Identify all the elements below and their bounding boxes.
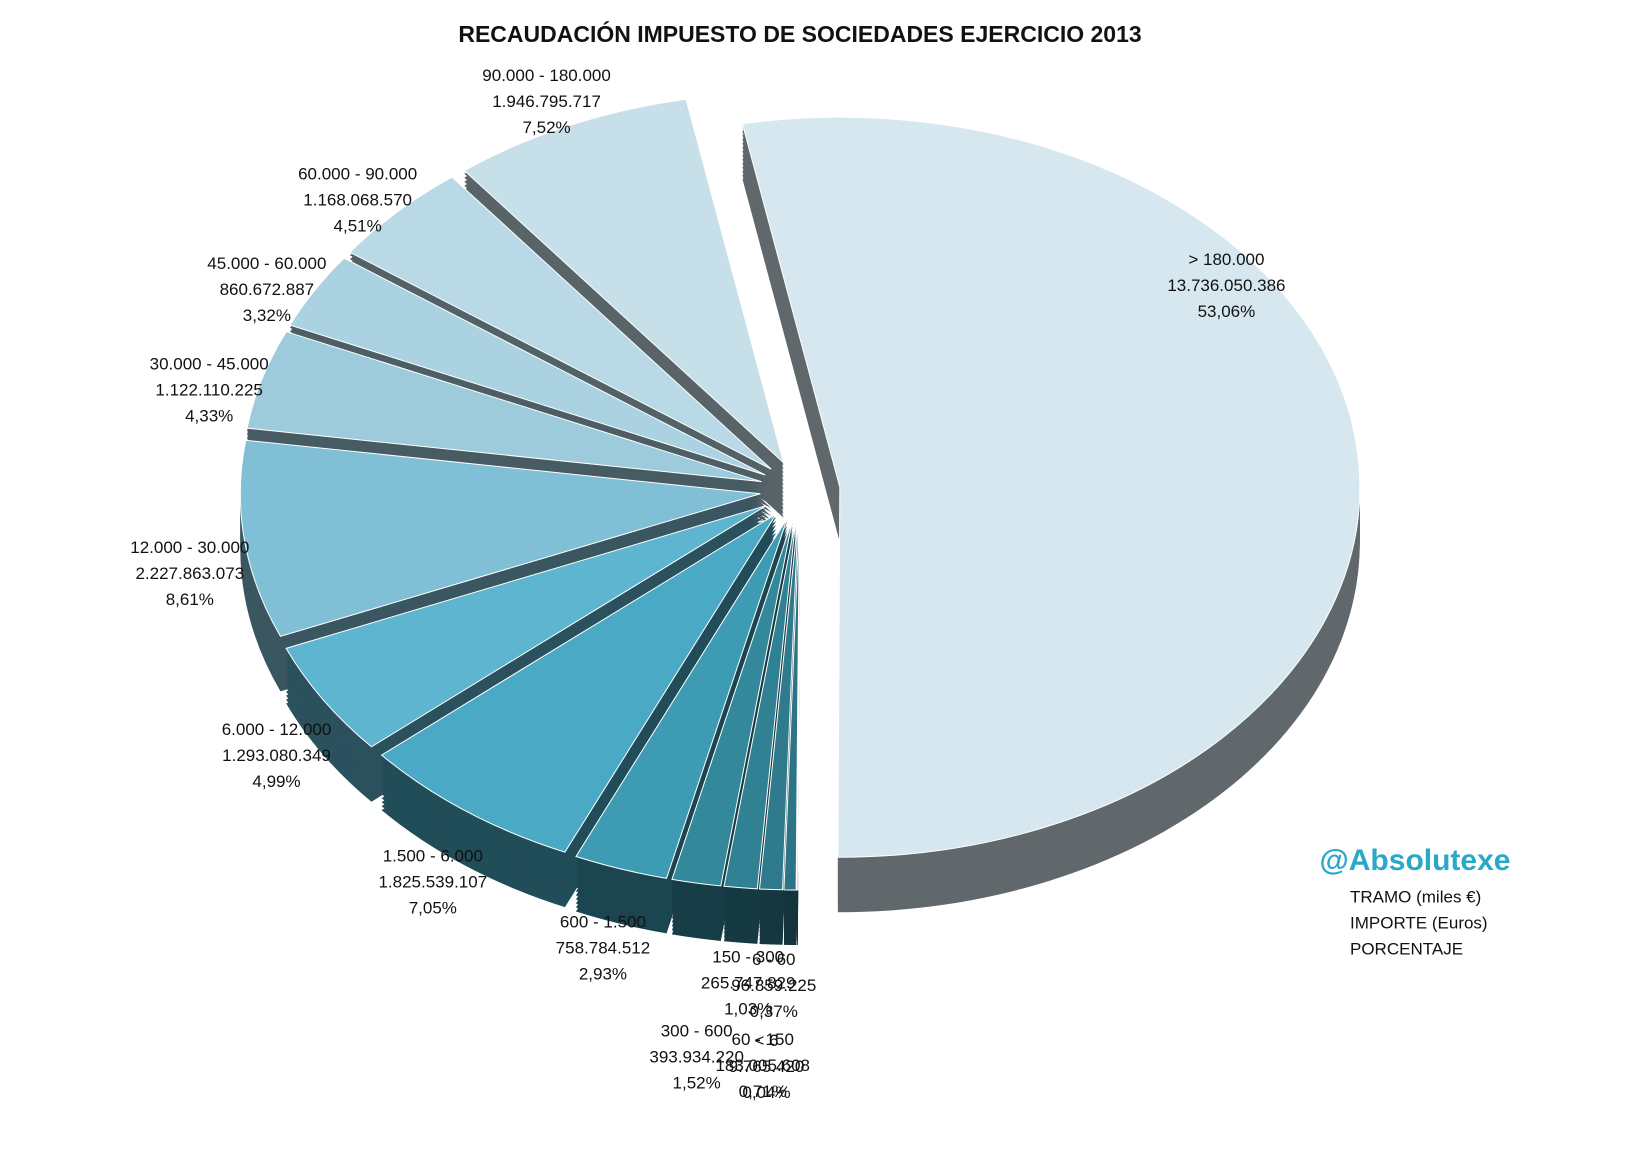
slice-value: 183.005.608 xyxy=(715,1056,810,1075)
slice-category: 60 - 150 xyxy=(732,1030,794,1049)
slice-value: 9.765.420 xyxy=(729,1057,805,1076)
slice-value: 758.784.512 xyxy=(556,938,651,957)
slice-percentage: 0,37% xyxy=(750,1002,798,1021)
slice-category: 30.000 - 45.000 xyxy=(150,355,269,374)
slice-category: 300 - 600 xyxy=(661,1021,733,1040)
slice-category: 45.000 - 60.000 xyxy=(207,254,326,273)
brand: @Absolutexe xyxy=(1320,844,1511,877)
slice xyxy=(783,519,800,891)
slice-percentage: 4,33% xyxy=(185,407,233,426)
legend-line: IMPORTE (Euros) xyxy=(1350,913,1488,932)
slice xyxy=(463,98,785,465)
slice-percentage: 53,06% xyxy=(1198,302,1256,321)
slice-percentage: 1,03% xyxy=(724,999,772,1018)
legend-line: TRAMO (miles €) xyxy=(1350,887,1481,906)
slice xyxy=(723,519,797,890)
slice-category: > 180.000 xyxy=(1188,250,1264,269)
slice-value: 860.672.887 xyxy=(220,280,315,299)
slice xyxy=(239,439,761,637)
slice xyxy=(741,116,1361,858)
slice-category: 6 - 60 xyxy=(752,950,795,969)
slice-percentage: 3,32% xyxy=(243,306,291,325)
slice-value: 2.227.863.073 xyxy=(135,564,244,583)
slice-percentage: 4,99% xyxy=(252,772,300,791)
slice xyxy=(246,331,762,483)
slice-value: 1.293.080.349 xyxy=(222,746,331,765)
slice-value: 1.946.795.717 xyxy=(492,92,601,111)
slice-value: 265.747.829 xyxy=(701,973,796,992)
slice-percentage: 1,52% xyxy=(673,1073,721,1092)
slice-category: 600 - 1.500 xyxy=(560,912,646,931)
slice xyxy=(289,257,766,476)
slice-value: 393.934.220 xyxy=(649,1047,744,1066)
slice xyxy=(285,505,767,748)
slice-category: 1.500 - 6.000 xyxy=(383,846,483,865)
slice-value: 1.168.068.570 xyxy=(303,191,412,210)
slice-value: 1.825.539.107 xyxy=(378,872,487,891)
slice-category: 150 - 300 xyxy=(712,947,784,966)
slice-percentage: 8,61% xyxy=(166,590,214,609)
slice-category: 60.000 - 90.000 xyxy=(298,165,417,184)
slice-percentage: 7,52% xyxy=(522,118,570,137)
slice xyxy=(758,519,799,891)
slice-category: 12.000 - 30.000 xyxy=(130,538,249,557)
slice-value: 1.122.110.225 xyxy=(155,381,262,400)
slice-category: 90.000 - 180.000 xyxy=(482,66,611,85)
slice xyxy=(796,519,801,891)
slice-percentage: 0,04% xyxy=(742,1083,790,1102)
slice-percentage: 2,93% xyxy=(579,964,627,983)
slice-category: < 6 xyxy=(754,1031,778,1050)
slice-percentage: 7,05% xyxy=(409,898,457,917)
slice-value: 96.859.225 xyxy=(731,976,816,995)
slice-percentage: 4,51% xyxy=(334,217,382,236)
slice-value: 13.736.050.386 xyxy=(1167,276,1285,295)
slice-percentage: 0,71% xyxy=(739,1082,787,1101)
slice xyxy=(380,513,777,853)
legend-line: PORCENTAJE xyxy=(1350,939,1463,958)
slice xyxy=(349,176,772,470)
slice xyxy=(671,519,794,887)
slice xyxy=(575,518,788,879)
slice-category: 6.000 - 12.000 xyxy=(222,720,332,739)
chart-title: RECAUDACIÓN IMPUESTO DE SOCIEDADES EJERC… xyxy=(458,20,1141,47)
